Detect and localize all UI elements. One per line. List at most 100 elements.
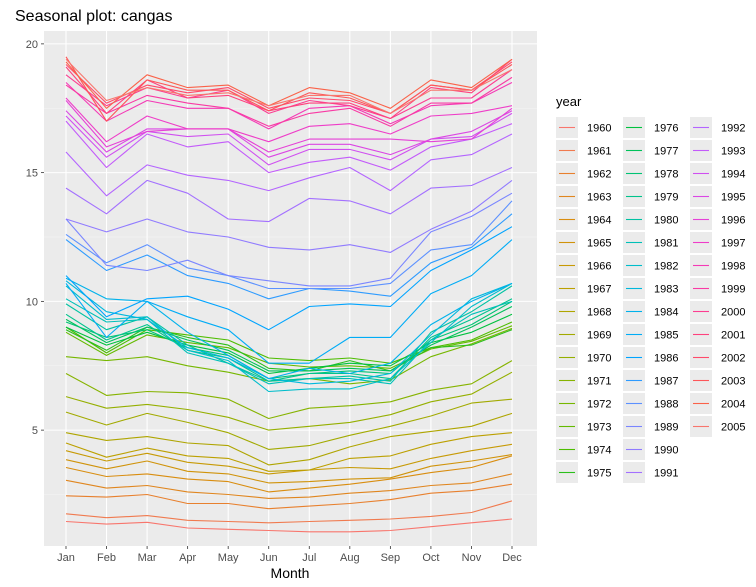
series-line-1962 — [65, 483, 513, 510]
y-tick-label: 10 — [26, 296, 38, 308]
series-line-1960 — [65, 518, 513, 533]
series-line-1966 — [65, 443, 513, 475]
legend: 1960 1961 1962 1963 1964 1965 1966 1967 1968 1969… — [556, 117, 745, 483]
legend-label-1997: 1997 — [721, 238, 745, 250]
legend-label-2002: 2002 — [721, 353, 745, 365]
legend-label-1971: 1971 — [587, 376, 611, 388]
x-tick-label: Dec — [502, 552, 522, 564]
series-line-1989 — [65, 192, 513, 287]
series-line-1996 — [65, 100, 513, 153]
legend-label-1988: 1988 — [654, 399, 678, 411]
legend-label-1992: 1992 — [721, 123, 745, 135]
x-axis-title: Month — [271, 565, 310, 581]
series-line-1988 — [65, 200, 513, 290]
x-axis: Jan Feb Mar Apr May Jun Jul Aug Sep Oct Nov Dec — [57, 546, 522, 564]
series-line-1965 — [65, 454, 513, 484]
series-line-1982 — [65, 282, 513, 393]
series-line-1968 — [65, 412, 513, 466]
x-tick-label: Jun — [260, 552, 278, 564]
x-tick-label: May — [218, 552, 239, 564]
legend-label-1996: 1996 — [721, 215, 745, 227]
legend-label-2005: 2005 — [721, 422, 745, 434]
series-line-1990 — [65, 179, 513, 253]
series-line-1995 — [65, 110, 513, 158]
x-tick-label: Aug — [340, 552, 360, 564]
legend-label-2001: 2001 — [721, 330, 745, 342]
series-line-1983 — [65, 280, 513, 385]
series-line-1963 — [65, 473, 513, 499]
series-line-1971 — [65, 360, 513, 420]
series-line-1970 — [65, 371, 513, 431]
y-tick-label: 15 — [26, 168, 38, 180]
legend-label-1969: 1969 — [587, 330, 611, 342]
legend-label-1964: 1964 — [587, 215, 611, 227]
legend-label-1998: 1998 — [721, 261, 745, 273]
series-line-1978 — [65, 300, 513, 380]
y-axis: 5 10 15 20 — [26, 39, 44, 437]
series-line-2003 — [65, 56, 513, 122]
x-tick-label: Nov — [462, 552, 482, 564]
series-line-1967 — [65, 432, 513, 472]
x-tick-label: Jul — [302, 552, 316, 564]
legend-label-1989: 1989 — [654, 422, 678, 434]
series-line-1998 — [65, 82, 513, 130]
legend-label-1968: 1968 — [587, 307, 611, 319]
series-line-1977 — [65, 306, 513, 372]
legend-label-1960: 1960 — [587, 123, 611, 135]
series-line-1992 — [65, 133, 513, 197]
chart-title: Seasonal plot: cangas — [15, 8, 172, 25]
legend-label-1991: 1991 — [654, 468, 678, 480]
series-line-2001 — [65, 58, 513, 120]
legend-label-1966: 1966 — [587, 261, 611, 273]
legend-label-1983: 1983 — [654, 284, 678, 296]
y-tick-label: 20 — [26, 39, 38, 51]
legend-label-1967: 1967 — [587, 284, 611, 296]
legend-label-1999: 1999 — [721, 284, 745, 296]
x-tick-label: Jan — [57, 552, 75, 564]
series-line-1987 — [65, 213, 513, 300]
legend-label-1974: 1974 — [587, 445, 611, 457]
legend-label-1963: 1963 — [587, 192, 611, 204]
legend-label-2000: 2000 — [721, 307, 745, 319]
legend-label-2003: 2003 — [721, 376, 745, 388]
legend-label-1980: 1980 — [654, 215, 678, 227]
series-line-1993 — [65, 120, 513, 174]
legend-label-1976: 1976 — [654, 123, 678, 135]
series-line-1979 — [65, 298, 513, 382]
x-tick-label: Apr — [179, 552, 196, 564]
x-tick-label: Oct — [422, 552, 439, 564]
series-line-1991 — [65, 166, 513, 223]
legend-label-1961: 1961 — [587, 146, 611, 158]
series-line-1999 — [65, 76, 513, 127]
legend-title: year — [556, 94, 582, 109]
legend-label-1972: 1972 — [587, 399, 611, 411]
legend-label-1993: 1993 — [721, 146, 745, 158]
series-line-2005 — [65, 58, 513, 114]
x-tick-label: Sep — [381, 552, 401, 564]
legend-label-1986: 1986 — [654, 353, 678, 365]
legend-label-1979: 1979 — [654, 192, 678, 204]
legend-label-1982: 1982 — [654, 261, 678, 273]
x-tick-label: Mar — [138, 552, 157, 564]
series-line-1985 — [65, 239, 513, 364]
series-line-1984 — [65, 277, 513, 380]
legend-label-1970: 1970 — [587, 353, 611, 365]
legend-label-1962: 1962 — [587, 169, 611, 181]
legend-label-1987: 1987 — [654, 376, 678, 388]
series-line-1997 — [65, 97, 513, 143]
legend-label-1977: 1977 — [654, 146, 678, 158]
series-line-2004 — [65, 58, 513, 109]
legend-label-1973: 1973 — [587, 422, 611, 434]
y-tick-label: 5 — [32, 425, 38, 437]
series-lines — [65, 56, 513, 533]
series-line-1961 — [65, 500, 513, 524]
x-tick-label: Feb — [97, 552, 116, 564]
legend-label-1965: 1965 — [587, 238, 611, 250]
legend-label-1985: 1985 — [654, 330, 678, 342]
series-line-1994 — [65, 112, 513, 166]
series-line-1986 — [65, 226, 513, 331]
series-line-1964 — [65, 455, 513, 493]
legend-label-1975: 1975 — [587, 468, 611, 480]
legend-label-1990: 1990 — [654, 445, 678, 457]
